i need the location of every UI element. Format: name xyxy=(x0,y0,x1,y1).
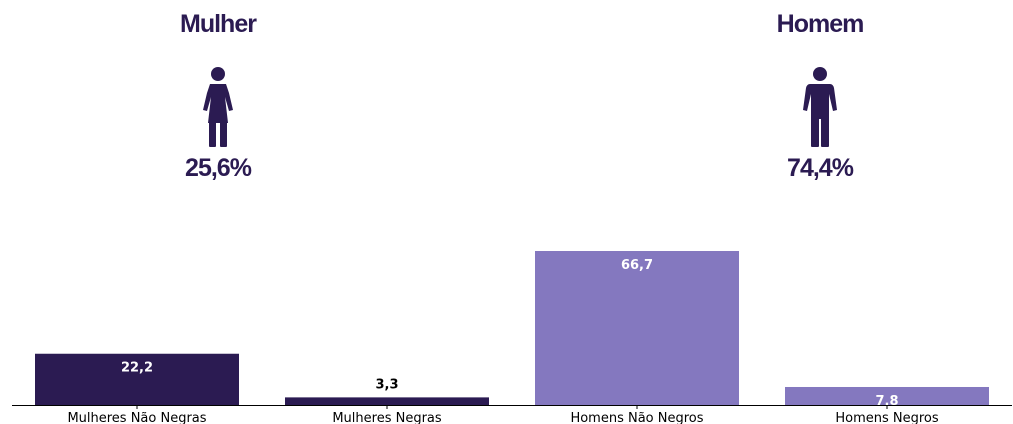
male-person-icon xyxy=(803,67,837,147)
male-percentage: 74,4% xyxy=(787,154,854,182)
x-tick-label-2: Mulheres Negras xyxy=(332,411,442,424)
x-tick-label-4: Homens Negros xyxy=(835,411,939,424)
x-tick-label-1: Mulheres Não Negras xyxy=(67,411,206,424)
bar-1 xyxy=(35,353,239,405)
x-tick-label-3: Homens Não Negros xyxy=(570,411,703,424)
bar-2 xyxy=(285,397,489,405)
male-panel: Homem 74,4% xyxy=(700,0,940,183)
female-person-icon xyxy=(203,67,233,147)
female-percentage: 25,6% xyxy=(185,154,252,182)
bar-4 xyxy=(785,386,989,405)
female-title: Mulher xyxy=(180,10,257,38)
female-panel: Mulher 25,6% xyxy=(98,0,338,183)
bar-value-label-2: 3,3 xyxy=(375,377,398,392)
bar-value-label-1: 22,2 xyxy=(121,361,153,376)
bar-3 xyxy=(535,251,739,405)
bar-value-label-3: 66,7 xyxy=(621,258,653,273)
male-title: Homem xyxy=(776,10,865,38)
